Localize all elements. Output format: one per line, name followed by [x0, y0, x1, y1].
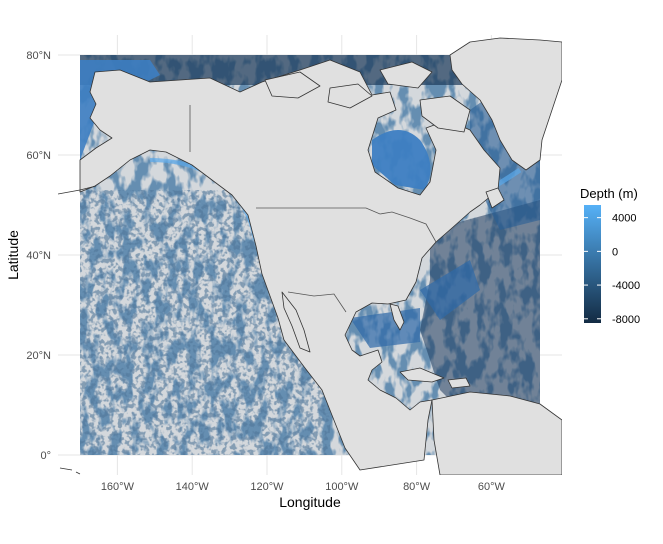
north-america-landmass [79, 59, 501, 471]
x-tick-label: 80°W [403, 481, 431, 493]
x-tick-label: 60°W [478, 481, 506, 493]
arctic-island [264, 71, 321, 99]
hawaii-islands [59, 467, 81, 475]
greenland-landmass [449, 37, 562, 171]
legend-tick-label: 0 [612, 246, 618, 258]
x-axis-ticks: 160°W 140°W 120°W 100°W 80°W 60°W [101, 481, 506, 493]
x-tick-label: 120°W [250, 481, 284, 493]
florida-peninsula [389, 303, 405, 331]
legend-tick-label: -8000 [612, 314, 640, 326]
x-tick-label: 160°W [101, 481, 135, 493]
baja-peninsula [281, 291, 311, 353]
hispaniola-island [447, 377, 471, 389]
y-tick-label: 80°N [26, 50, 51, 62]
aleutian-islands [58, 185, 97, 195]
land-masses [58, 37, 562, 475]
legend-ticks: 4000 0 -4000 -8000 [584, 213, 640, 326]
cuba-island [399, 367, 445, 383]
y-tick-label: 60°N [26, 150, 51, 162]
legend-colorbar [584, 205, 601, 323]
arctic-island [379, 61, 433, 89]
depth-legend: Depth (m) 4000 0 -4000 -8000 [580, 186, 640, 326]
x-axis-title: Longitude [279, 494, 341, 510]
legend-tick-label: -4000 [612, 280, 640, 292]
south-america-landmass [431, 391, 562, 475]
country-borders [189, 105, 437, 313]
arctic-island [327, 83, 373, 109]
y-axis-ticks: 0° 20°N 40°N 60°N 80°N [26, 50, 51, 462]
baffin-island [419, 95, 471, 133]
x-tick-label: 140°W [176, 481, 210, 493]
legend-tick-label: 4000 [612, 213, 636, 225]
x-tick-label: 100°W [325, 481, 359, 493]
newfoundland-island [485, 187, 505, 209]
y-tick-label: 40°N [26, 250, 51, 262]
y-axis-title: Latitude [5, 230, 21, 280]
legend-title: Depth (m) [580, 186, 638, 201]
y-tick-label: 20°N [26, 350, 51, 362]
y-tick-label: 0° [40, 450, 51, 462]
